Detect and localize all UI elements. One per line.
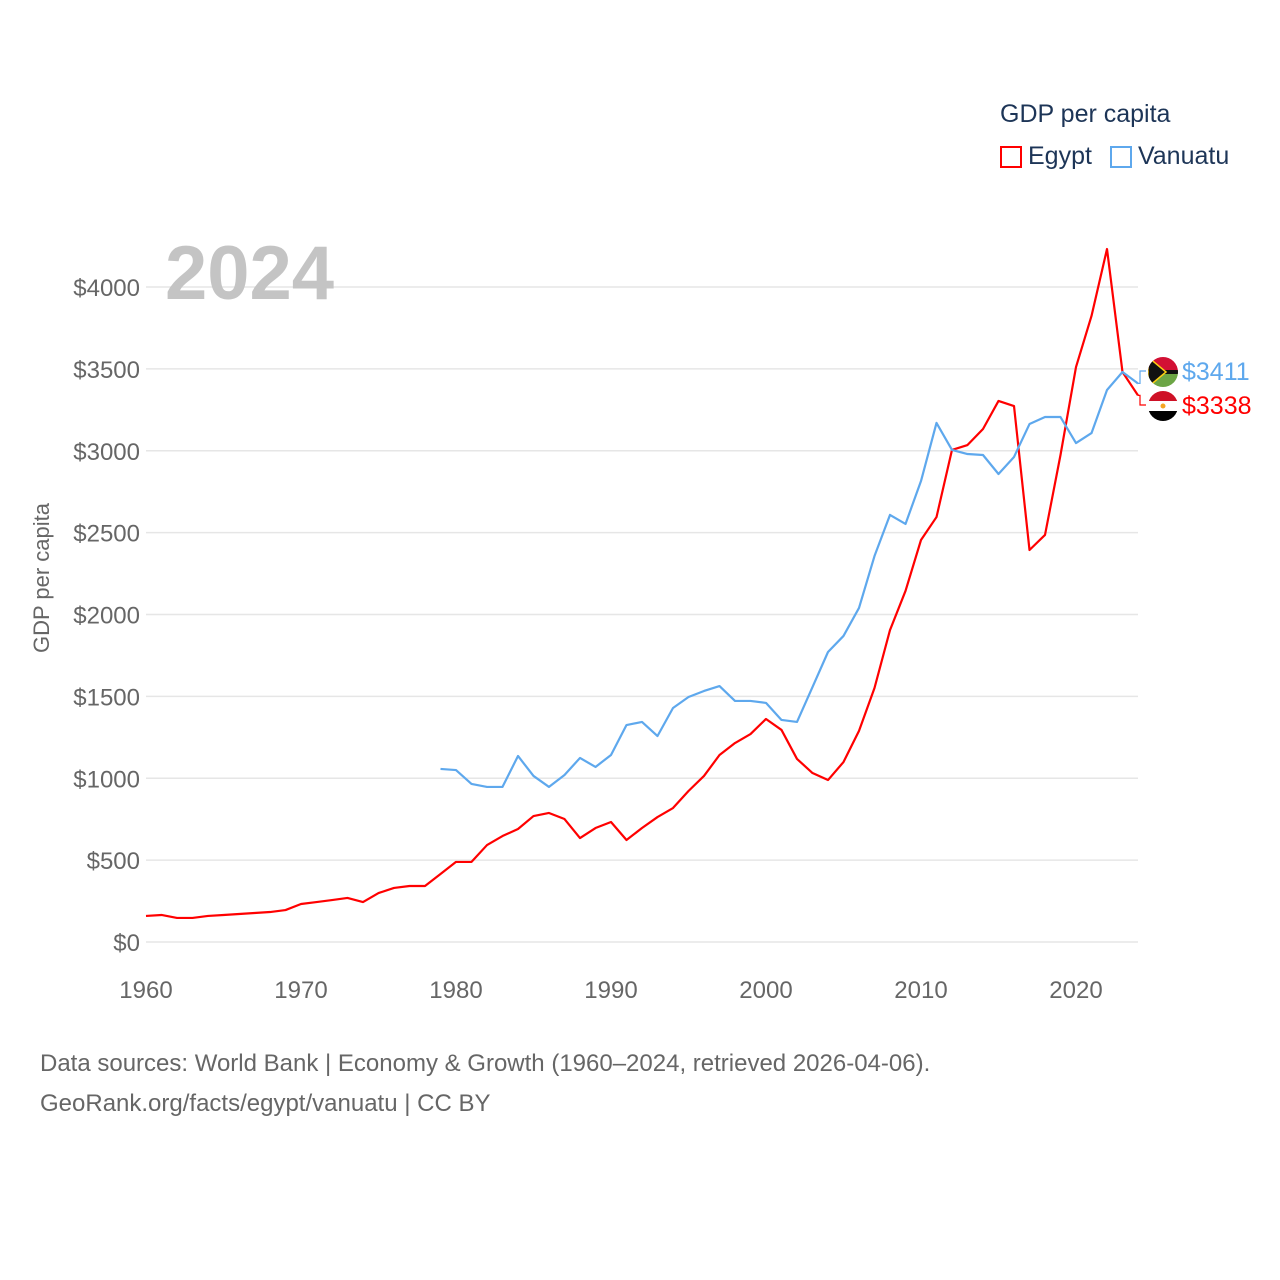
end-label-vanuatu: $3411 — [1182, 358, 1250, 386]
legend-label-egypt: Egypt — [1028, 142, 1092, 170]
year-label: 2024 — [165, 231, 335, 316]
y-tick-label: $3000 — [73, 439, 140, 466]
end-label-egypt: $3338 — [1182, 392, 1252, 420]
legend-title: GDP per capita — [1000, 100, 1171, 128]
x-tick-label: 1970 — [274, 977, 327, 1004]
series-line-vanuatu — [440, 370, 1139, 789]
legend: Egypt Vanuatu — [1000, 142, 1229, 171]
y-tick-label: $2000 — [73, 603, 140, 630]
legend-item-vanuatu[interactable]: Vanuatu — [1109, 142, 1230, 171]
x-tick-label: 2020 — [1049, 977, 1102, 1004]
end-label-connector — [1138, 370, 1146, 385]
egypt-flag-icon — [1148, 391, 1178, 421]
source-line-1: Data sources: World Bank | Economy & Gro… — [40, 1050, 931, 1077]
source-line-2[interactable]: GeoRank.org/facts/egypt/vanuatu | CC BY — [40, 1090, 491, 1117]
y-axis-label: GDP per capita — [29, 502, 54, 654]
y-tick-label: $3500 — [73, 357, 140, 384]
series-line-egypt — [145, 247, 1139, 920]
legend-item-egypt[interactable]: Egypt — [1000, 142, 1092, 171]
source-note: Data sources: World Bank | Economy & Gro… — [40, 1044, 930, 1124]
y-tick-label: $2500 — [73, 521, 140, 548]
legend-swatch-egypt — [1000, 145, 1022, 168]
x-tick-label: 1990 — [584, 977, 637, 1004]
x-tick-label: 1980 — [429, 977, 482, 1004]
x-tick-label: 1960 — [119, 977, 172, 1004]
y-tick-label: $4000 — [73, 275, 140, 302]
vanuatu-flag-icon — [1148, 357, 1178, 387]
x-tick-label: 2000 — [739, 977, 792, 1004]
y-tick-label: $1000 — [73, 766, 140, 793]
legend-label-vanuatu: Vanuatu — [1137, 142, 1230, 170]
y-tick-label: $1500 — [73, 684, 140, 711]
end-label-connector — [1138, 394, 1146, 406]
legend-swatch-vanuatu — [1109, 145, 1132, 168]
x-tick-label: 2010 — [894, 977, 947, 1004]
y-tick-label: $500 — [87, 848, 140, 875]
y-tick-label: $0 — [113, 930, 140, 957]
